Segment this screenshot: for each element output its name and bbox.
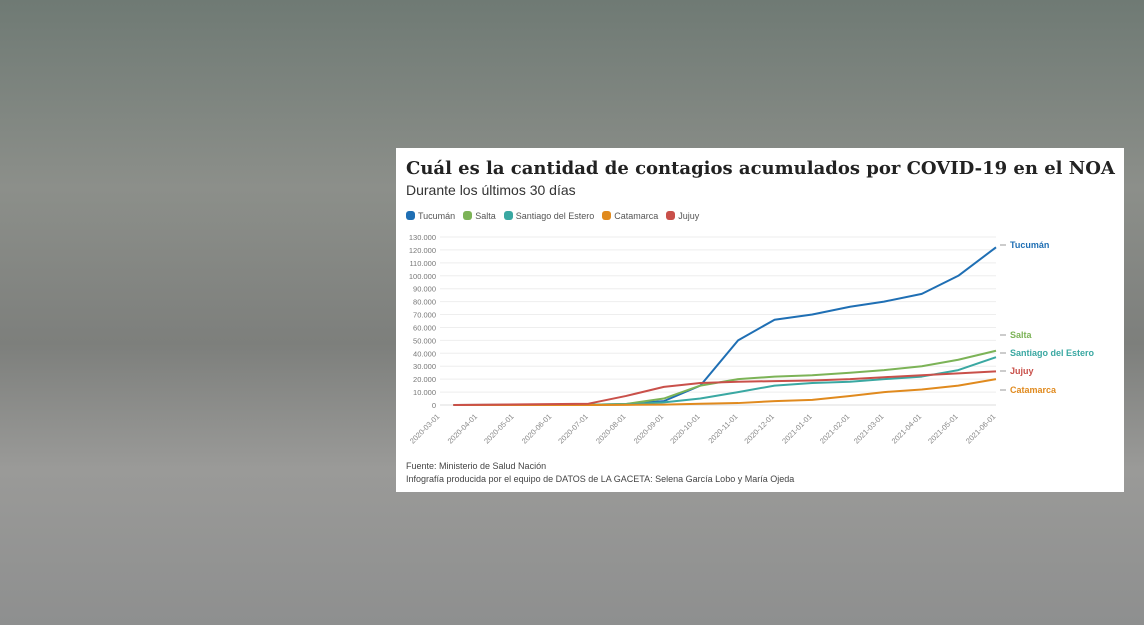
x-tick-label: 2021-01-01 [780,412,813,445]
series-line-catamarca [453,378,997,406]
chart-subtitle: Durante los últimos 30 días [406,182,576,198]
y-tick-label: 0 [432,401,436,410]
x-tick-label: 2020-11-01 [706,412,739,445]
x-tick-label: 2020-05-01 [482,412,515,445]
credit-note: Infografía producida por el equipo de DA… [406,474,795,484]
legend-swatch [503,211,513,220]
series-end-label: Tucumán [1010,240,1049,250]
source-note: Fuente: Ministerio de Salud Nación [406,461,547,471]
legend-label: Jujuy [678,211,700,221]
x-tick-label: 2020-09-01 [632,412,665,445]
y-tick-label: 40.000 [413,349,436,358]
legend-item[interactable]: Catamarca [602,211,658,221]
legend-item[interactable]: Tucumán [406,211,455,221]
x-tick-label: 2021-04-01 [890,412,923,445]
legend-item[interactable]: Santiago del Estero [503,211,595,221]
y-tick-label: 80.000 [413,298,436,307]
x-tick-label: 2021-05-01 [926,412,959,445]
x-tick-label: 2020-06-01 [520,412,553,445]
legend-item[interactable]: Salta [463,211,496,221]
chart-title: Cuál es la cantidad de contagios acumula… [406,158,1115,179]
legend-swatch [406,211,415,220]
y-tick-label: 130.000 [409,233,436,242]
y-tick-label: 90.000 [413,285,436,294]
legend-swatch [602,211,612,220]
x-tick-label: 2021-02-01 [818,412,851,445]
y-tick-label: 30.000 [413,362,436,371]
series-line-jujuy [453,370,997,406]
legend-item[interactable]: Jujuy [666,211,699,221]
x-tick-label: 2020-04-01 [446,412,479,445]
x-tick-label: 2020-12-01 [742,412,775,445]
y-tick-label: 10.000 [413,388,436,397]
legend-label: Tucumán [418,211,456,221]
legend: Tucumán Salta Santiago del Estero Catamarca… [406,211,699,221]
series-end-label: Jujuy [1010,366,1034,376]
legend-label: Santiago del Estero [515,211,595,221]
legend-label: Catamarca [614,211,659,221]
line-chart: 0 10.000 20.000 30.000 40.000 50.000 60.000 70.… [408,233,1095,446]
series-end-label: Salta [1010,330,1033,340]
x-tick-label: 2021-03-01 [852,412,885,445]
y-tick-label: 20.000 [413,375,436,384]
series-end-label: Santiago del Estero [1010,348,1095,358]
y-tick-label: 100.000 [409,272,436,281]
x-tick-label: 2020-07-01 [556,412,589,445]
x-tick-label: 2021-06-01 [964,412,997,445]
y-tick-label: 70.000 [413,311,436,320]
chart-card: Cuál es la cantidad de contagios acumula… [396,148,1124,492]
y-tick-label: 60.000 [413,323,436,332]
x-tick-label: 2020-03-01 [408,412,441,445]
x-tick-label: 2020-10-01 [668,412,701,445]
series-end-label: Catamarca [1010,385,1057,395]
legend-swatch [666,211,676,220]
y-tick-label: 110.000 [409,259,436,268]
y-tick-label: 120.000 [409,246,436,255]
legend-swatch [463,211,473,220]
x-tick-label: 2020-08-01 [594,412,627,445]
y-tick-label: 50.000 [413,336,436,345]
legend-label: Salta [475,211,496,221]
